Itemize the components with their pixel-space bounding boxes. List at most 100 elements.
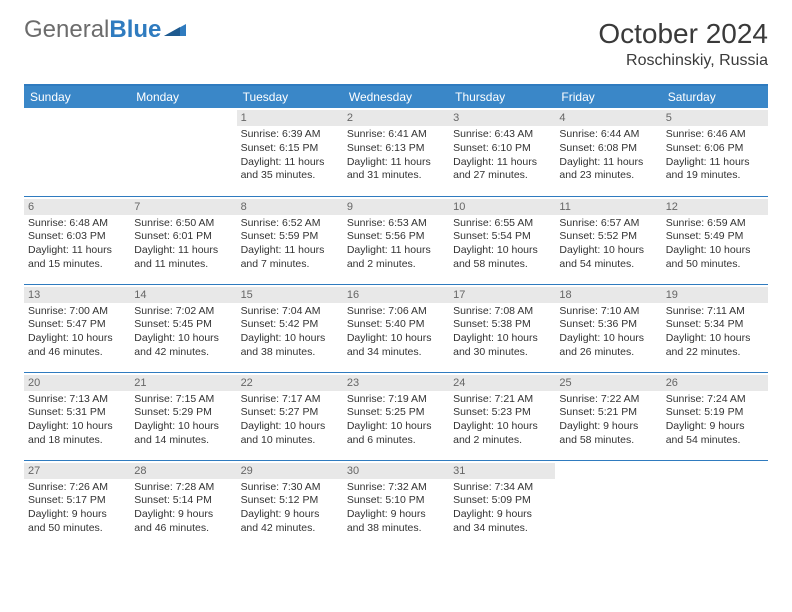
daylight-line: Daylight: 9 hours and 38 minutes. (347, 508, 445, 535)
sunset-line: Sunset: 5:09 PM (453, 494, 551, 508)
day-cell: 11Sunrise: 6:57 AMSunset: 5:52 PMDayligh… (555, 196, 661, 284)
daylight-line: Daylight: 11 hours and 27 minutes. (453, 156, 551, 183)
day-cell: 24Sunrise: 7:21 AMSunset: 5:23 PMDayligh… (449, 372, 555, 460)
title-block: October 2024 Roschinskiy, Russia (598, 18, 768, 70)
daylight-line: Daylight: 10 hours and 30 minutes. (453, 332, 551, 359)
daylight-line: Daylight: 10 hours and 26 minutes. (559, 332, 657, 359)
sunrise-line: Sunrise: 7:04 AM (241, 305, 339, 319)
day-number: 18 (555, 287, 661, 303)
day-number: 12 (662, 199, 768, 215)
logo-text-general: General (24, 18, 109, 42)
day-cell: 27Sunrise: 7:26 AMSunset: 5:17 PMDayligh… (24, 460, 130, 548)
sunrise-line: Sunrise: 7:24 AM (666, 393, 764, 407)
sunset-line: Sunset: 6:08 PM (559, 142, 657, 156)
sunrise-line: Sunrise: 6:43 AM (453, 128, 551, 142)
sunset-line: Sunset: 5:54 PM (453, 230, 551, 244)
day-number: 15 (237, 287, 343, 303)
day-cell: 5 Sunrise: 6:46 AMSunset: 6:06 PMDaylight… (662, 108, 768, 196)
day-cell: 4Sunrise: 6:44 AMSunset: 6:08 PMDaylight… (555, 108, 661, 196)
empty-cell (24, 108, 130, 196)
daylight-line: Daylight: 11 hours and 2 minutes. (347, 244, 445, 271)
sunrise-line: Sunrise: 7:34 AM (453, 481, 551, 495)
daylight-line: Daylight: 10 hours and 38 minutes. (241, 332, 339, 359)
day-number: 1 (237, 110, 343, 126)
daylight-line: Daylight: 9 hours and 42 minutes. (241, 508, 339, 535)
sunrise-line: Sunrise: 7:30 AM (241, 481, 339, 495)
sunrise-line: Sunrise: 7:08 AM (453, 305, 551, 319)
sunset-line: Sunset: 5:52 PM (559, 230, 657, 244)
daylight-line: Daylight: 11 hours and 19 minutes. (666, 156, 764, 183)
day-number: 26 (662, 375, 768, 391)
sunset-line: Sunset: 5:40 PM (347, 318, 445, 332)
daylight-line: Daylight: 10 hours and 2 minutes. (453, 420, 551, 447)
day-cell: 14Sunrise: 7:02 AMSunset: 5:45 PMDayligh… (130, 284, 236, 372)
sunset-line: Sunset: 5:12 PM (241, 494, 339, 508)
daylight-line: Daylight: 9 hours and 58 minutes. (559, 420, 657, 447)
sunrise-line: Sunrise: 6:39 AM (241, 128, 339, 142)
daylight-line: Daylight: 9 hours and 46 minutes. (134, 508, 232, 535)
day-cell: 23Sunrise: 7:19 AMSunset: 5:25 PMDayligh… (343, 372, 449, 460)
sunset-line: Sunset: 5:10 PM (347, 494, 445, 508)
day-number: 13 (24, 287, 130, 303)
sunrise-line: Sunrise: 6:44 AM (559, 128, 657, 142)
day-cell: 12Sunrise: 6:59 AMSunset: 5:49 PMDayligh… (662, 196, 768, 284)
sunset-line: Sunset: 6:06 PM (666, 142, 764, 156)
day-number: 11 (555, 199, 661, 215)
empty-cell (555, 460, 661, 548)
sunrise-line: Sunrise: 7:32 AM (347, 481, 445, 495)
sunset-line: Sunset: 5:31 PM (28, 406, 126, 420)
sunrise-line: Sunrise: 6:50 AM (134, 217, 232, 231)
day-cell: 9Sunrise: 6:53 AMSunset: 5:56 PMDaylight… (343, 196, 449, 284)
dow-tuesday: Tuesday (237, 86, 343, 108)
sunset-line: Sunset: 5:27 PM (241, 406, 339, 420)
daylight-line: Daylight: 10 hours and 46 minutes. (28, 332, 126, 359)
dow-wednesday: Wednesday (343, 86, 449, 108)
dow-sunday: Sunday (24, 86, 130, 108)
day-cell: 15Sunrise: 7:04 AMSunset: 5:42 PMDayligh… (237, 284, 343, 372)
sunset-line: Sunset: 5:21 PM (559, 406, 657, 420)
sunrise-line: Sunrise: 6:46 AM (666, 128, 764, 142)
day-number: 27 (24, 463, 130, 479)
day-cell: 2Sunrise: 6:41 AMSunset: 6:13 PMDaylight… (343, 108, 449, 196)
sunrise-line: Sunrise: 6:53 AM (347, 217, 445, 231)
table-row: 6Sunrise: 6:48 AMSunset: 6:03 PMDaylight… (24, 196, 768, 284)
dow-monday: Monday (130, 86, 236, 108)
day-number: 21 (130, 375, 236, 391)
daylight-line: Daylight: 10 hours and 18 minutes. (28, 420, 126, 447)
day-cell: 19Sunrise: 7:11 AMSunset: 5:34 PMDayligh… (662, 284, 768, 372)
sunrise-line: Sunrise: 7:06 AM (347, 305, 445, 319)
day-number: 5 (662, 110, 768, 126)
daylight-line: Daylight: 11 hours and 15 minutes. (28, 244, 126, 271)
sunset-line: Sunset: 5:45 PM (134, 318, 232, 332)
sunrise-line: Sunrise: 7:11 AM (666, 305, 764, 319)
day-number: 31 (449, 463, 555, 479)
day-number: 6 (24, 199, 130, 215)
day-cell: 1Sunrise: 6:39 AMSunset: 6:15 PMDaylight… (237, 108, 343, 196)
day-cell: 26Sunrise: 7:24 AMSunset: 5:19 PMDayligh… (662, 372, 768, 460)
logo-swoosh-icon (164, 19, 186, 43)
sunrise-line: Sunrise: 6:52 AM (241, 217, 339, 231)
day-cell: 18Sunrise: 7:10 AMSunset: 5:36 PMDayligh… (555, 284, 661, 372)
empty-cell (662, 460, 768, 548)
day-number: 2 (343, 110, 449, 126)
daylight-line: Daylight: 10 hours and 10 minutes. (241, 420, 339, 447)
sunset-line: Sunset: 5:14 PM (134, 494, 232, 508)
day-cell: 30 Sunrise: 7:32 AMSunset: 5:10 PMDayligh… (343, 460, 449, 548)
logo-text-blue: Blue (109, 18, 186, 42)
day-number: 20 (24, 375, 130, 391)
calendar-body: 1Sunrise: 6:39 AMSunset: 6:15 PMDaylight… (24, 108, 768, 548)
sunset-line: Sunset: 5:56 PM (347, 230, 445, 244)
dow-friday: Friday (555, 86, 661, 108)
day-number: 28 (130, 463, 236, 479)
day-cell: 20Sunrise: 7:13 AMSunset: 5:31 PMDayligh… (24, 372, 130, 460)
day-cell: 3Sunrise: 6:43 AMSunset: 6:10 PMDaylight… (449, 108, 555, 196)
logo: GeneralBlue (24, 18, 186, 42)
day-cell: 17Sunrise: 7:08 AMSunset: 5:38 PMDayligh… (449, 284, 555, 372)
sunrise-line: Sunrise: 7:02 AM (134, 305, 232, 319)
sunrise-line: Sunrise: 6:48 AM (28, 217, 126, 231)
daylight-line: Daylight: 10 hours and 54 minutes. (559, 244, 657, 271)
daylight-line: Daylight: 11 hours and 35 minutes. (241, 156, 339, 183)
sunrise-line: Sunrise: 7:10 AM (559, 305, 657, 319)
day-number: 30 (343, 463, 449, 479)
sunset-line: Sunset: 6:10 PM (453, 142, 551, 156)
